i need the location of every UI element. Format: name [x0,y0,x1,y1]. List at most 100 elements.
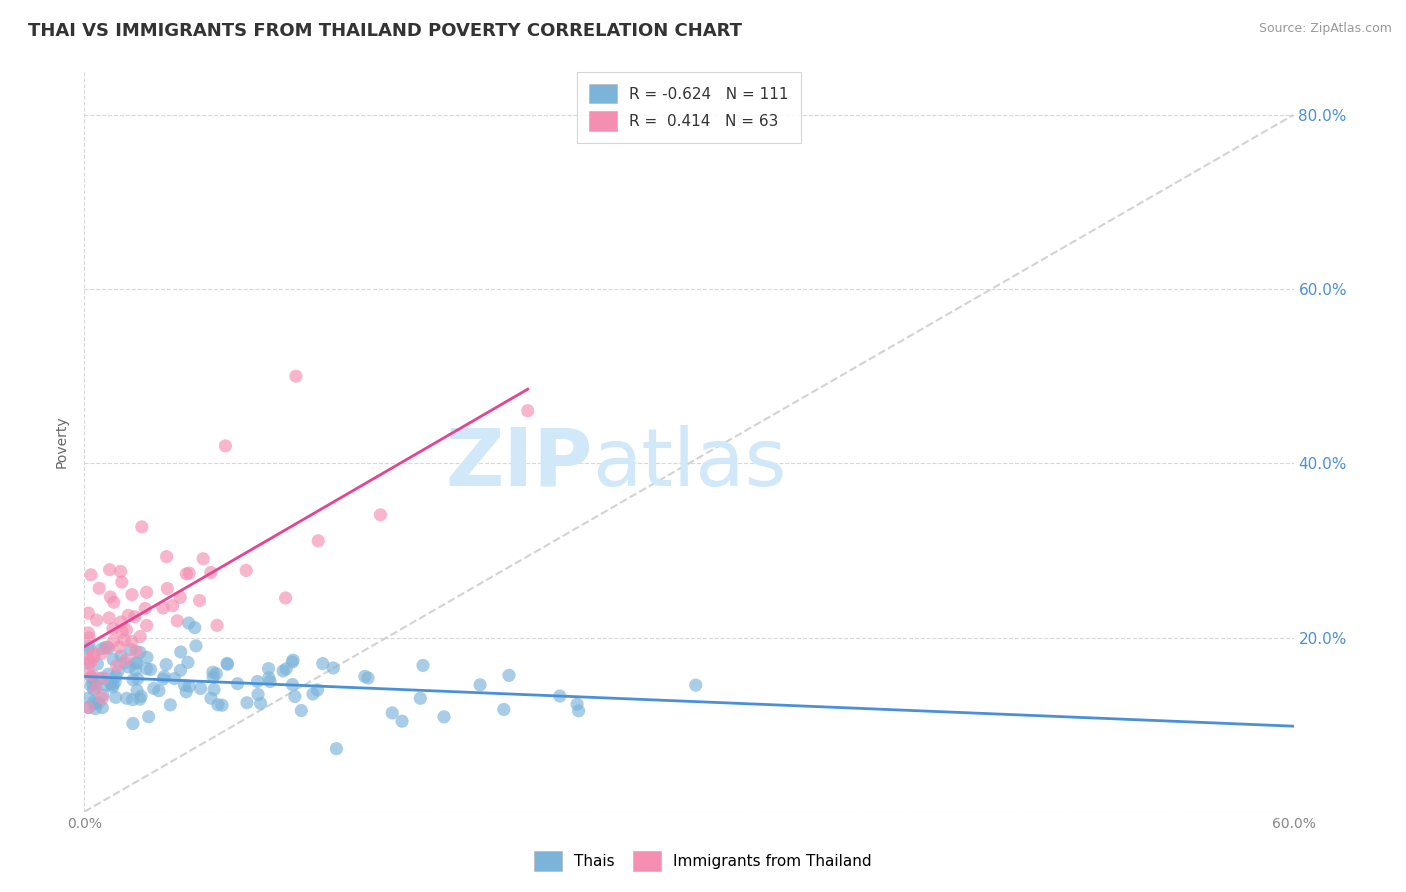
Point [285,369,308,384]
Point [274,591,297,605]
Point [84,697,107,711]
Point [77,606,100,620]
Point [125,683,148,698]
Point [90,641,112,656]
Point [112,632,135,647]
Point [79,640,101,654]
Point [174,685,197,699]
Point [548,689,571,703]
Point [87,581,110,595]
Point [91,688,114,702]
Point [117,608,139,623]
Point [179,566,201,580]
Point [93,671,115,685]
Point [101,680,124,694]
Point [84,681,107,696]
Point [307,683,329,698]
Point [105,659,128,673]
Point [131,520,153,534]
Point [121,634,143,648]
Point [226,676,249,690]
Point [169,664,191,678]
Point [84,701,107,715]
Point [97,641,120,656]
Point [86,657,108,671]
Point [135,585,157,599]
Point [121,692,143,706]
Point [205,666,228,681]
Point [568,704,591,718]
Point [177,615,200,630]
Point [110,615,132,629]
Point [217,657,239,672]
Point [409,691,432,706]
Point [91,700,114,714]
Point [381,706,404,720]
Point [281,653,304,667]
Legend: R = -0.624   N = 111, R =  0.414   N = 63: R = -0.624 N = 111, R = 0.414 N = 63 [576,71,801,143]
Point [200,566,222,580]
Point [468,678,491,692]
Point [307,533,329,548]
Point [322,661,344,675]
Point [136,650,159,665]
Point [214,439,236,453]
Point [125,656,148,670]
Point [170,645,193,659]
Point [104,690,127,705]
Point [77,657,100,671]
Point [290,704,312,718]
Point [101,678,124,692]
Point [77,690,100,705]
Point [96,640,118,655]
Point [169,591,191,605]
Point [135,662,157,676]
Point [89,672,111,686]
Point [111,575,134,590]
Point [565,697,588,711]
Point [125,644,148,658]
Point [312,657,335,671]
Point [162,599,184,613]
Point [354,669,377,683]
Point [80,679,103,693]
Point [83,647,105,661]
Point [155,657,177,672]
Point [370,508,392,522]
Point [188,593,211,607]
Point [110,565,132,579]
Point [166,614,188,628]
Point [129,630,152,644]
Point [177,656,200,670]
Point [184,639,207,653]
Y-axis label: Poverty: Poverty [55,416,69,467]
Legend: Thais, Immigrants from Thailand: Thais, Immigrants from Thailand [526,842,880,880]
Point [211,698,233,713]
Text: atlas: atlas [592,425,786,503]
Point [200,691,222,706]
Point [77,642,100,657]
Point [153,669,176,683]
Point [77,631,100,645]
Point [98,563,121,577]
Point [80,670,103,684]
Point [82,668,104,682]
Point [122,716,145,731]
Point [155,549,177,564]
Point [193,551,215,566]
Point [77,655,100,669]
Point [148,683,170,698]
Point [98,590,121,604]
Point [685,678,707,692]
Point [115,653,138,667]
Point [90,646,112,660]
Point [138,710,160,724]
Point [83,695,105,709]
Point [492,702,515,716]
Point [127,672,149,686]
Point [118,660,141,674]
Text: Source: ZipAtlas.com: Source: ZipAtlas.com [1258,22,1392,36]
Point [101,622,124,636]
Point [115,623,138,637]
Point [124,609,146,624]
